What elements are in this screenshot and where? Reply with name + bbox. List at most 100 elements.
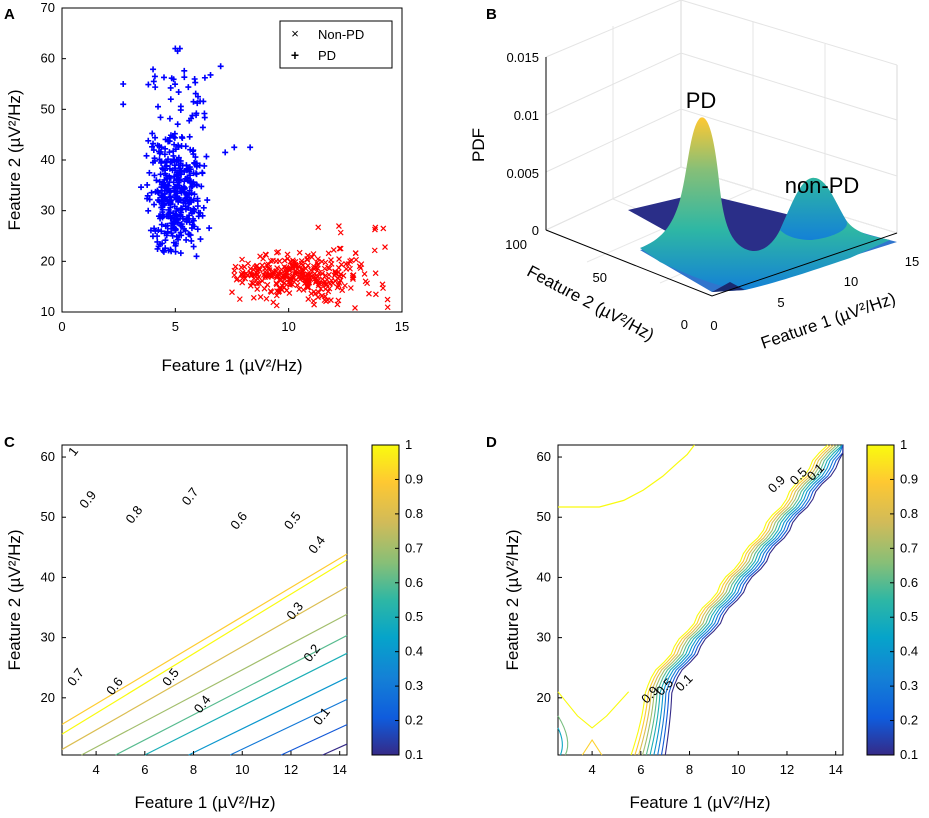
pd-point: [198, 183, 205, 190]
pd-point: [161, 182, 168, 189]
x-tick-label: 15: [395, 319, 409, 334]
pd-point: [151, 201, 158, 208]
pd-point: [152, 134, 159, 141]
non-pd-point: [250, 294, 257, 301]
non-pd-point: [311, 270, 318, 277]
scatter-points: [120, 45, 391, 311]
colorbar-tick-label: 0.9: [900, 471, 918, 486]
pd-point: [195, 213, 202, 220]
non-pd-point: [364, 280, 371, 287]
pd-point: [149, 233, 156, 240]
non-pd-point: [352, 250, 359, 256]
pd-point: [172, 165, 179, 172]
pd-point: [177, 207, 184, 214]
axes-base-b: [545, 229, 898, 297]
y-tick-label: 60: [41, 51, 55, 66]
contour-lines-c: [61, 553, 348, 756]
pd-point: [194, 226, 201, 233]
pd-point: [167, 197, 174, 204]
contour-line: [61, 559, 348, 735]
pd-point: [187, 166, 194, 173]
colorbar-tick-label: 0.7: [900, 540, 918, 555]
pd-point: [162, 159, 169, 166]
pd-point: [178, 232, 185, 239]
non-pd-point: [259, 262, 266, 269]
legend-marker-non-pd: ×: [291, 26, 299, 41]
pd-point: [191, 191, 198, 198]
contour-line: [144, 652, 348, 756]
x-tick-label: 14: [332, 762, 346, 777]
non-pd-point: [327, 280, 333, 287]
colorbar-tick-label: 0.9: [405, 471, 423, 486]
contour-line: [657, 444, 844, 756]
y-tick-label: 20: [537, 690, 551, 705]
non-pd-point: [324, 276, 330, 283]
non-pd-point: [322, 272, 329, 279]
pd-point: [172, 242, 179, 249]
pd-point: [231, 144, 238, 151]
pd-point: [203, 153, 210, 160]
non-pd-point: [304, 281, 311, 288]
non-pd-point: [270, 299, 277, 306]
non-pd-point: [300, 271, 307, 278]
pd-point: [190, 208, 197, 215]
pd-point: [179, 186, 186, 193]
colorbar-tick-label: 0.5: [405, 609, 423, 624]
pd-point: [157, 148, 164, 155]
colorbar-tick-label: 0.4: [405, 644, 423, 659]
pd-point: [189, 148, 196, 155]
non-pd-point: [335, 264, 342, 271]
non-pd-point: [305, 262, 311, 269]
non-pd-point: [297, 276, 303, 283]
pd-point: [162, 167, 169, 174]
pd-point: [200, 204, 207, 211]
pd-point: [159, 240, 166, 247]
pd-point: [155, 227, 162, 234]
non-pd-point: [342, 282, 348, 289]
non-pd-point: [283, 287, 290, 294]
annotation-non-pd: non-PD: [785, 173, 860, 198]
pd-point: [146, 196, 153, 203]
non-pd-point: [382, 244, 388, 250]
non-pd-point: [340, 272, 347, 279]
x-axis-label-c: Feature 1 (µV²/Hz): [134, 793, 275, 812]
non-pd-point: [372, 270, 379, 277]
non-pd-point: [264, 274, 271, 280]
non-pd-point: [287, 258, 294, 265]
non-pd-point: [260, 272, 267, 278]
pd-point: [193, 171, 200, 178]
pd-point: [157, 171, 164, 178]
non-pd-point: [335, 223, 342, 229]
colorbar-tick-label: 0.5: [900, 609, 918, 624]
non-pd-point: [302, 265, 309, 272]
non-pd-point: [282, 267, 289, 274]
y-tick-label: 50: [41, 101, 55, 116]
pd-point: [151, 225, 158, 232]
pd-point: [170, 239, 177, 246]
x-tick-label: 5: [172, 319, 179, 334]
y-axis-label-b: Feature 2 (µV²/Hz): [524, 262, 658, 345]
non-pd-point: [241, 271, 248, 278]
contour-line: [557, 715, 569, 756]
contour-line: [81, 613, 348, 756]
grid-b: [545, 0, 898, 234]
non-pd-point: [306, 272, 312, 278]
pd-point: [172, 81, 179, 88]
colorbar-tick-label: 0.8: [900, 506, 918, 521]
contour-line: [61, 553, 348, 725]
x-tick-b: 0: [710, 318, 717, 333]
pd-point: [178, 142, 185, 149]
non-pd-point: [281, 284, 288, 291]
x-tick-b: 15: [905, 254, 919, 269]
pd-point: [204, 197, 211, 204]
non-pd-point: [319, 293, 325, 299]
non-pd-point: [335, 297, 342, 304]
non-pd-point: [273, 280, 280, 287]
x-tick-label: 12: [284, 762, 298, 777]
non-pd-point: [304, 283, 311, 290]
non-pd-point: [273, 258, 280, 265]
pd-point: [175, 89, 182, 96]
pd-point: [189, 112, 196, 119]
pd-point: [158, 187, 165, 194]
